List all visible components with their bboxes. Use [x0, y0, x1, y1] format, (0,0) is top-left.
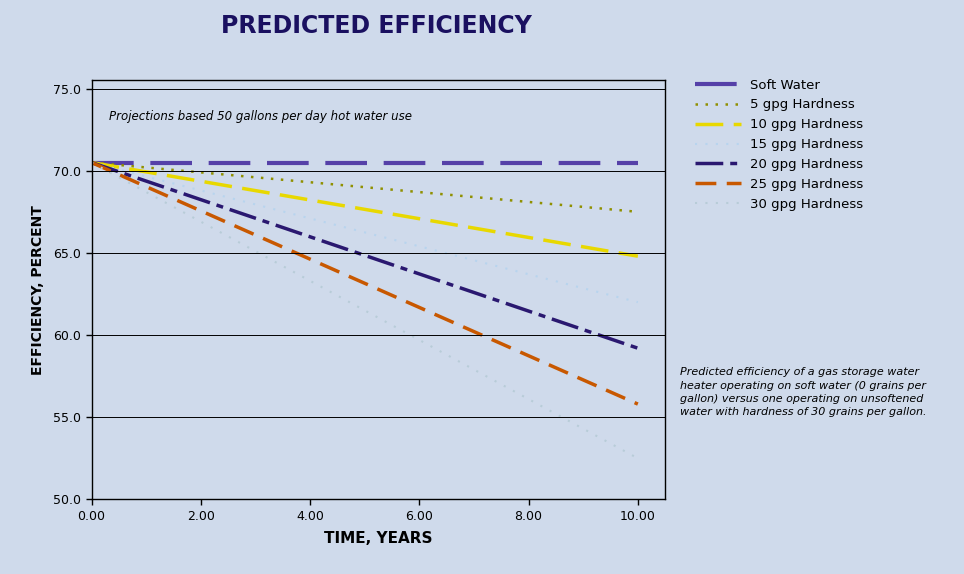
Text: Projections based 50 gallons per day hot water use: Projections based 50 gallons per day hot… — [109, 110, 412, 123]
Text: Predicted efficiency of a gas storage water
heater operating on soft water (0 gr: Predicted efficiency of a gas storage wa… — [680, 367, 926, 417]
Y-axis label: EFFICIENCY, PERCENT: EFFICIENCY, PERCENT — [31, 205, 45, 375]
Legend: Soft Water, 5 gpg Hardness, 10 gpg Hardness, 15 gpg Hardness, 20 gpg Hardness, 2: Soft Water, 5 gpg Hardness, 10 gpg Hardn… — [695, 79, 864, 211]
X-axis label: TIME, YEARS: TIME, YEARS — [324, 531, 433, 546]
Text: PREDICTED EFFICIENCY: PREDICTED EFFICIENCY — [221, 14, 531, 38]
